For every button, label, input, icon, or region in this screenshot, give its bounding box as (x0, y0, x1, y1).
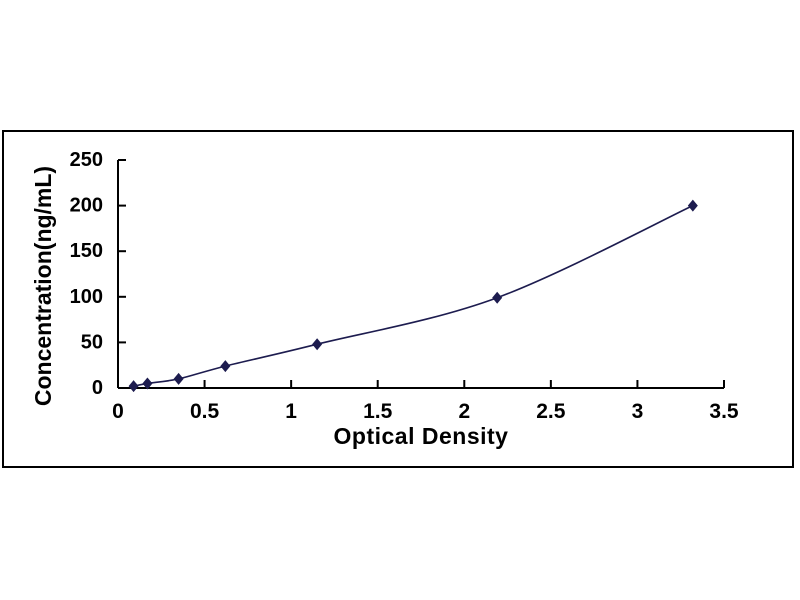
data-point-diamond (492, 291, 503, 304)
tick-labels: 0 0.5 1 1.5 2 2.5 3 3.5 0 50 100 150 200 250 (70, 149, 739, 423)
data-point-diamond (220, 360, 231, 373)
plot-area: 0 0.5 1 1.5 2 2.5 3 3.5 0 50 100 150 200 250 (70, 149, 739, 423)
y-axis-title: Concentration(ng/mL) (30, 165, 56, 407)
x-tick-label: 1 (285, 400, 297, 423)
y-tick-label: 100 (70, 286, 103, 308)
x-tick-label: 0.5 (190, 400, 220, 423)
x-tick-label: 0 (112, 400, 124, 423)
x-tick-label: 3.5 (709, 400, 739, 423)
tick-marks (117, 159, 725, 389)
data-point-diamond (128, 380, 139, 393)
axes (117, 160, 724, 389)
y-tick-label: 150 (70, 240, 103, 262)
x-tick-label: 2 (458, 400, 470, 423)
data-point-diamond (142, 377, 153, 390)
series-line (133, 204, 694, 387)
data-point-diamond (312, 338, 323, 351)
y-tick-label: 250 (70, 149, 103, 171)
y-tick-label: 0 (92, 377, 103, 399)
data-point-diamond (173, 372, 184, 385)
x-tick-label: 2.5 (536, 400, 566, 423)
data-points (128, 199, 698, 393)
x-tick-label: 1.5 (363, 400, 393, 423)
data-point-diamond (687, 199, 698, 212)
y-tick-label: 50 (81, 331, 103, 353)
x-tick-label: 3 (632, 400, 644, 423)
chart-box: 0 0.5 1 1.5 2 2.5 3 3.5 0 50 100 150 200 250 Optical … (2, 130, 794, 468)
y-tick-label: 200 (70, 195, 103, 217)
x-axis-title: Optical Density (333, 423, 509, 449)
